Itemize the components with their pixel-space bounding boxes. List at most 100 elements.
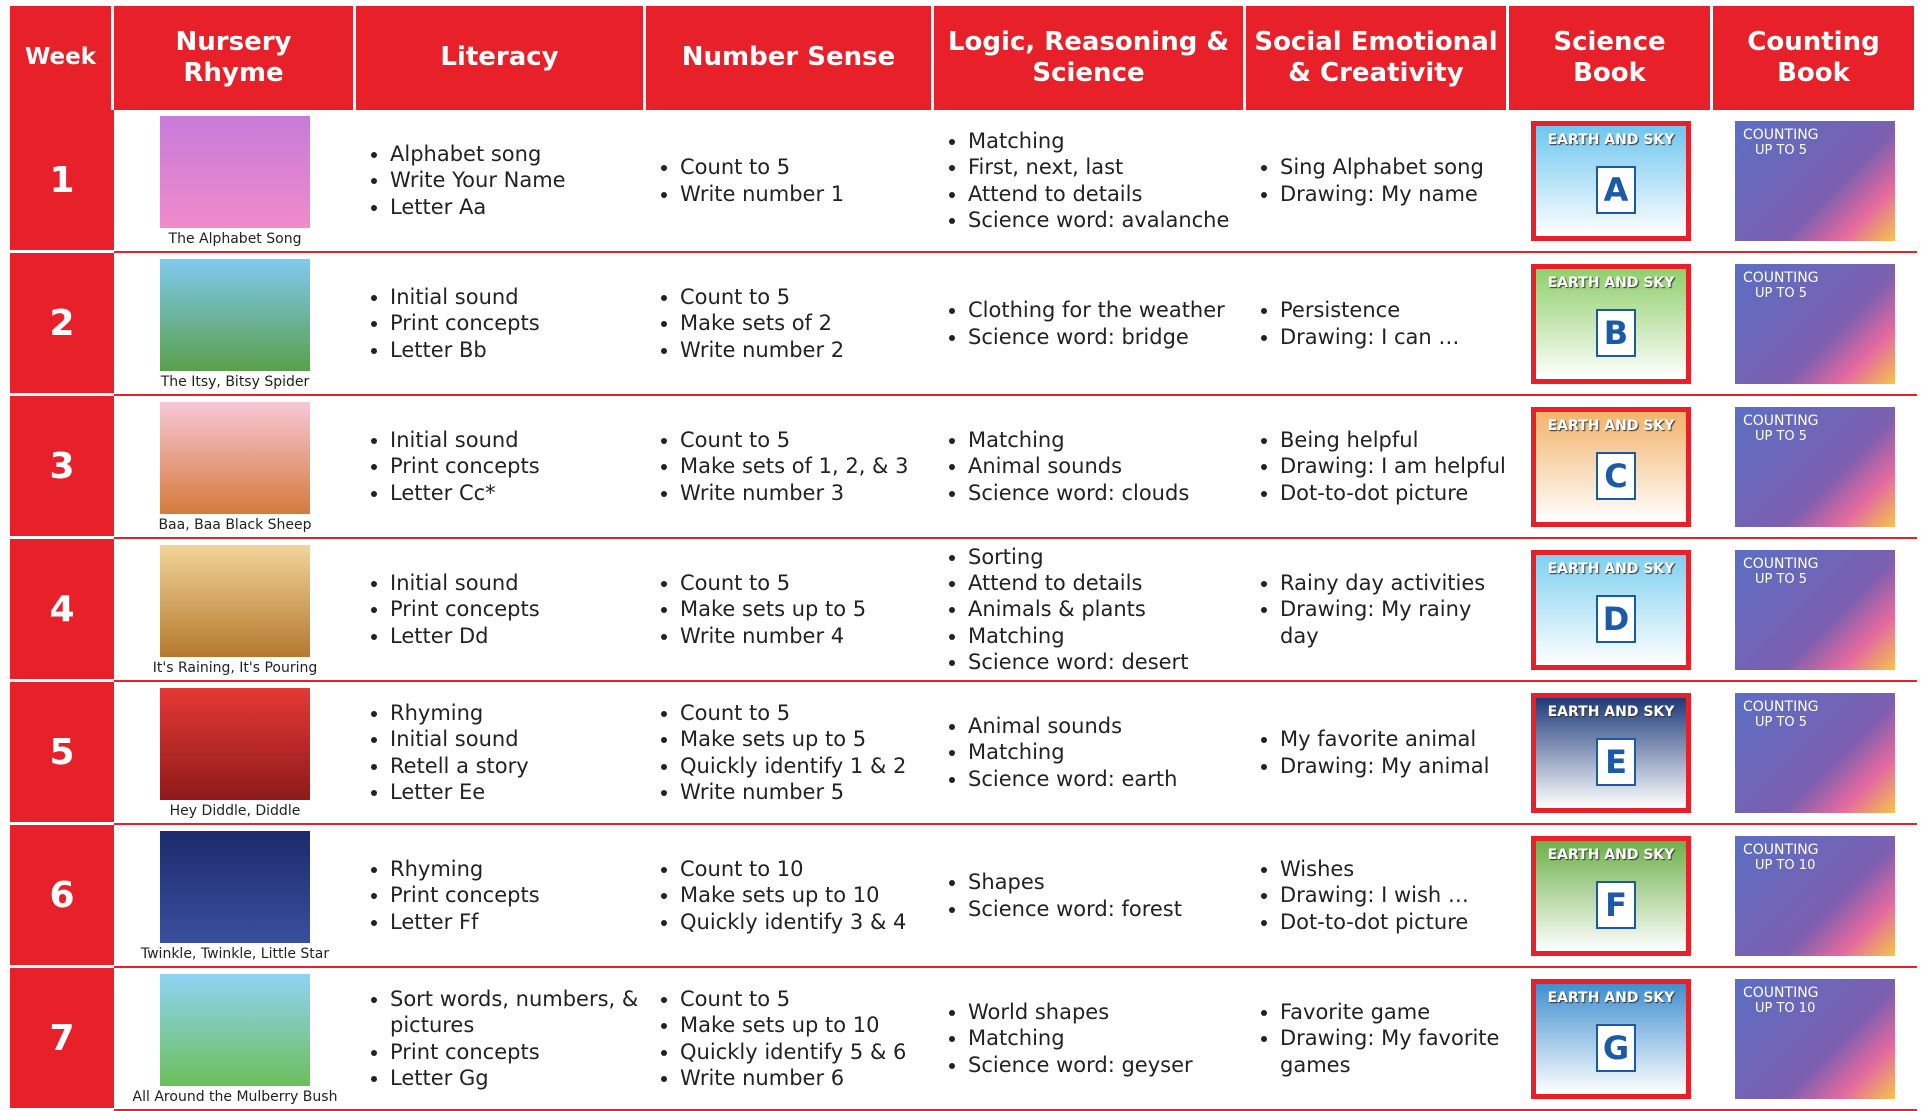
counting-book-cell: COUNTING UP TO 5 — [1713, 396, 1917, 539]
counting-book-cell: COUNTING UP TO 10 — [1713, 825, 1917, 968]
science-book-cover: EARTH AND SKY F — [1531, 835, 1691, 956]
logic-cell: Animal soundsMatchingScience word: earth — [934, 682, 1246, 825]
rhyme-cell: The Alphabet Song — [114, 110, 356, 253]
social-cell: My favorite animalDrawing: My animal — [1246, 682, 1509, 825]
counting-book-cell: COUNTING UP TO 5 — [1713, 110, 1917, 253]
science-book-cell: EARTH AND SKY G — [1509, 968, 1713, 1111]
list-item: Count to 5 — [680, 986, 906, 1012]
rhyme-cover — [160, 402, 310, 514]
logic-cell: World shapesMatchingScience word: geyser — [934, 968, 1246, 1111]
book-subtitle: UP TO 5 — [1755, 285, 1808, 301]
list-item: Rhyming — [390, 856, 540, 882]
rhyme-caption: It's Raining, It's Pouring — [152, 660, 318, 676]
bullet-list: Animal soundsMatchingScience word: earth — [934, 713, 1177, 791]
bullet-list: Count to 5Make sets up to 10Quickly iden… — [646, 986, 906, 1090]
book-subtitle: UP TO 5 — [1755, 142, 1808, 158]
book-title: EARTH AND SKY — [1547, 560, 1675, 577]
book-title: EARTH AND SKY — [1547, 703, 1675, 720]
literacy-cell: Initial soundPrint conceptsLetter Dd — [356, 539, 646, 682]
number-sense-cell: Count to 5Write number 1 — [646, 110, 934, 253]
list-item: World shapes — [968, 999, 1193, 1025]
column-header: Literacy — [356, 6, 646, 110]
list-item: Initial sound — [390, 427, 540, 453]
list-item: Science word: forest — [968, 896, 1182, 922]
list-item: Letter Cc* — [390, 480, 540, 506]
book-letter: E — [1596, 737, 1636, 786]
list-item: Write number 4 — [680, 623, 866, 649]
rhyme-cover — [160, 974, 310, 1086]
column-header: Social Emotional & Creativity — [1246, 6, 1509, 110]
list-item: Letter Aa — [390, 194, 566, 220]
list-item: Write number 6 — [680, 1065, 906, 1091]
list-item: Quickly identify 1 & 2 — [680, 753, 906, 779]
bullet-list: Count to 5Make sets of 1, 2, & 3Write nu… — [646, 427, 908, 505]
rhyme-cover — [160, 545, 310, 657]
rhyme-cover — [160, 688, 310, 800]
book-title: EARTH AND SKY — [1547, 131, 1675, 148]
bullet-list: ShapesScience word: forest — [934, 869, 1182, 921]
list-item: Count to 5 — [680, 570, 866, 596]
list-item: Matching — [968, 1025, 1193, 1051]
number-sense-cell: Count to 5Make sets up to 5Quickly ident… — [646, 682, 934, 825]
bullet-list: Alphabet songWrite Your NameLetter Aa — [356, 141, 566, 219]
bullet-list: Count to 5Make sets of 2Write number 2 — [646, 284, 844, 362]
bullet-list: Being helpfulDrawing: I am helpfulDot-to… — [1246, 427, 1506, 505]
counting-book-cover: COUNTING UP TO 10 — [1735, 835, 1895, 956]
list-item: Drawing: My name — [1280, 181, 1484, 207]
counting-book-cell: COUNTING UP TO 5 — [1713, 539, 1917, 682]
counting-book-cover: COUNTING UP TO 5 — [1735, 549, 1895, 670]
bullet-list: Favorite gameDrawing: My favorite games — [1246, 999, 1509, 1077]
book-letter: C — [1596, 451, 1636, 500]
book-subtitle: UP TO 5 — [1755, 428, 1808, 444]
list-item: Favorite game — [1280, 999, 1509, 1025]
number-sense-cell: Count to 5Make sets of 1, 2, & 3Write nu… — [646, 396, 934, 539]
logic-cell: ShapesScience word: forest — [934, 825, 1246, 968]
bullet-list: RhymingPrint conceptsLetter Ff — [356, 856, 540, 934]
bullet-list: Sort words, numbers, & picturesPrint con… — [356, 986, 646, 1090]
book-subtitle: UP TO 10 — [1755, 857, 1816, 873]
social-cell: Being helpfulDrawing: I am helpfulDot-to… — [1246, 396, 1509, 539]
list-item: Make sets of 2 — [680, 310, 844, 336]
rhyme-cell: Baa, Baa Black Sheep — [114, 396, 356, 539]
book-title: COUNTING — [1743, 984, 1819, 1001]
list-item: Matching — [968, 739, 1177, 765]
counting-book-cell: COUNTING UP TO 5 — [1713, 253, 1917, 396]
science-book-cell: EARTH AND SKY A — [1509, 110, 1713, 253]
science-book-cover: EARTH AND SKY E — [1531, 692, 1691, 813]
bullet-list: Sing Alphabet songDrawing: My name — [1246, 154, 1484, 206]
book-subtitle: UP TO 10 — [1755, 1000, 1816, 1016]
counting-book-cover: COUNTING UP TO 5 — [1735, 692, 1895, 813]
counting-book-cover: COUNTING UP TO 5 — [1735, 263, 1895, 384]
list-item: Sort words, numbers, & pictures — [390, 986, 646, 1038]
list-item: Print concepts — [390, 310, 540, 336]
list-item: Initial sound — [390, 726, 529, 752]
list-item: Count to 10 — [680, 856, 906, 882]
list-item: Science word: avalanche — [968, 207, 1229, 233]
list-item: Count to 5 — [680, 700, 906, 726]
literacy-cell: Initial soundPrint conceptsLetter Bb — [356, 253, 646, 396]
bullet-list: Count to 5Make sets up to 5Quickly ident… — [646, 700, 906, 804]
book-title: COUNTING — [1743, 269, 1819, 286]
counting-book-cover: COUNTING UP TO 5 — [1735, 406, 1895, 527]
list-item: Print concepts — [390, 882, 540, 908]
bullet-list: SortingAttend to detailsAnimals & plants… — [934, 544, 1188, 674]
book-title: EARTH AND SKY — [1547, 846, 1675, 863]
list-item: Attend to details — [968, 181, 1229, 207]
number-sense-cell: Count to 5Make sets up to 10Quickly iden… — [646, 968, 934, 1111]
list-item: Animal sounds — [968, 713, 1177, 739]
bullet-list: World shapesMatchingScience word: geyser — [934, 999, 1193, 1077]
list-item: Sorting — [968, 544, 1188, 570]
list-item: Dot-to-dot picture — [1280, 480, 1506, 506]
bullet-list: MatchingAnimal soundsScience word: cloud… — [934, 427, 1189, 505]
literacy-cell: RhymingPrint conceptsLetter Ff — [356, 825, 646, 968]
list-item: Dot-to-dot picture — [1280, 909, 1469, 935]
rhyme-cell: Twinkle, Twinkle, Little Star — [114, 825, 356, 968]
book-letter: D — [1596, 594, 1636, 643]
week-number: 6 — [10, 825, 114, 968]
science-book-cell: EARTH AND SKY C — [1509, 396, 1713, 539]
list-item: Retell a story — [390, 753, 529, 779]
list-item: Letter Dd — [390, 623, 540, 649]
list-item: Letter Bb — [390, 337, 540, 363]
curriculum-table: Week Nursery Rhyme Literacy Number Sense Log… — [10, 6, 1917, 1111]
logic-cell: MatchingFirst, next, lastAttend to detai… — [934, 110, 1246, 253]
